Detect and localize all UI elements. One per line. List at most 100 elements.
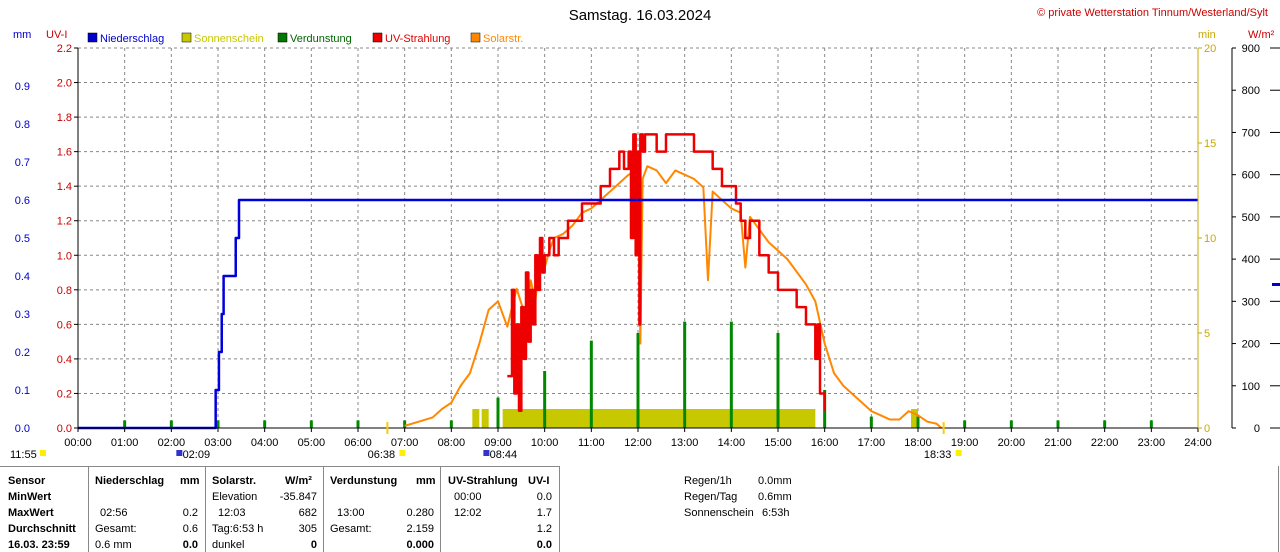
rain-current-label: 0.6 mm — [95, 539, 132, 551]
time-marker-icon — [955, 450, 962, 456]
mm-tick-label: 0.7 — [15, 157, 30, 169]
line-series — [78, 133, 1198, 430]
wm2-tick-label: 0 — [1254, 423, 1260, 435]
wm2-tick-label: 200 — [1242, 339, 1260, 351]
chart-title: Samstag. 16.03.2024 — [569, 7, 712, 24]
uvi-tick-label: 1.6 — [57, 147, 72, 159]
precipitation-line — [78, 198, 1198, 430]
solar-max-time: 12:03 — [218, 507, 246, 519]
rain-total-label: Gesamt: — [95, 523, 137, 535]
wm2-tick-label: 600 — [1242, 170, 1260, 182]
uvi-tick-label: 2.2 — [57, 43, 72, 55]
solar-current-label: dunkel — [212, 539, 245, 551]
x-tick-label: 09:00 — [484, 437, 512, 449]
x-tick-label: 24:00 — [1184, 437, 1212, 449]
sunshine-bar — [472, 409, 480, 428]
data-table: Sensor MinWert MaxWert Durchschnitt 16.0… — [0, 466, 1280, 552]
summary-label-rain-hour: Regen/1h — [684, 475, 732, 487]
time-marker-label: 08:44 — [490, 449, 518, 460]
legend: Niederschlag Sonnenschein Verdunstung UV-St… — [87, 32, 523, 45]
table-top-border — [0, 466, 560, 467]
x-tick-label: 15:00 — [764, 437, 792, 449]
rain-current-value: 0.0 — [182, 539, 198, 551]
sunshine-bar — [502, 409, 816, 428]
row-label-max: MaxWert — [8, 507, 54, 519]
time-marker-label: 11:55 — [10, 449, 37, 460]
mm-tick-label: 0.9 — [15, 81, 30, 93]
uvi-tick-label: 1.2 — [57, 216, 72, 228]
x-tick-label: 08:00 — [438, 437, 466, 449]
uv-max-value: 1.7 — [536, 507, 552, 519]
legend-swatch — [181, 32, 192, 43]
solar-max-value: 682 — [298, 507, 317, 519]
wm2-tick-label: 800 — [1242, 85, 1260, 97]
wm2-tick-label: 400 — [1242, 254, 1260, 266]
uv-min-time: 00:00 — [454, 491, 482, 503]
uvi-tick-label: 1.0 — [57, 250, 72, 262]
solar-header: Solarstr. — [212, 475, 257, 487]
min-tick-label: 20 — [1204, 43, 1216, 55]
mm-tick-label: 0.0 — [15, 423, 30, 435]
evaporation-series — [123, 321, 1153, 428]
evap-unit: mm — [416, 475, 436, 487]
row-label-current: 16.03. 23:59 — [8, 539, 70, 551]
min-tick-label: 5 — [1204, 328, 1210, 340]
uvi-tick-label: 0.0 — [57, 423, 72, 435]
unit-wm2: W/m² — [1248, 29, 1275, 41]
mm-tick-label: 0.8 — [15, 119, 30, 131]
copyright-text: © private Wetterstation Tinnum/Westerlan… — [1037, 7, 1268, 19]
uv-avg-value: 1.2 — [536, 523, 552, 535]
uvi-tick-label: 1.8 — [57, 112, 72, 124]
x-tick-label: 23:00 — [1138, 437, 1166, 449]
evap-total-value: 2.159 — [406, 523, 434, 535]
wm2-tick-label: 900 — [1242, 43, 1260, 55]
time-markers: 11:55 02:09 06:38 08:44 18:33 — [10, 422, 962, 460]
evap-max-time: 13:00 — [337, 507, 365, 519]
legend-swatch — [277, 32, 288, 43]
min-tick-label: 0 — [1204, 423, 1210, 435]
summary-label-rain-day: Regen/Tag — [684, 491, 738, 503]
evap-current-value: 0.000 — [406, 539, 434, 551]
legend-label: Niederschlag — [100, 33, 164, 45]
evap-total-label: Gesamt: — [330, 523, 372, 535]
uvi-tick-label: 0.8 — [57, 285, 72, 297]
rain-max-value: 0.2 — [182, 507, 198, 519]
uvi-tick-label: 0.6 — [57, 319, 72, 331]
time-marker-icon — [483, 450, 490, 456]
uv-current-value: 0.0 — [536, 539, 552, 551]
sunshine-series — [472, 409, 918, 428]
x-tick-label: 01:00 — [111, 437, 139, 449]
solar-day-label: Tag:6:53 h — [212, 523, 264, 535]
unit-min: min — [1198, 29, 1216, 41]
solar-current-value: 0 — [310, 539, 317, 551]
x-tick-label: 07:00 — [391, 437, 419, 449]
table-divider — [88, 466, 89, 552]
uv-radiation-line — [507, 133, 826, 412]
x-tick-label: 11:00 — [578, 437, 605, 449]
x-tick-label: 02:00 — [158, 437, 186, 449]
summary-value-rain-day: 0.6mm — [758, 491, 792, 503]
solar-radiation-line — [404, 165, 943, 429]
x-tick-label: 18:00 — [904, 437, 932, 449]
time-marker-icon — [399, 450, 406, 456]
time-marker-label: 18:33 — [924, 449, 952, 460]
rain-total-value: 0.6 — [182, 523, 198, 535]
table-divider — [1278, 466, 1279, 552]
legend-label: Sonnenschein — [194, 33, 264, 45]
legend-swatch — [470, 32, 481, 43]
mm-tick-label: 0.5 — [15, 233, 30, 245]
solar-unit: W/m² — [285, 475, 312, 487]
uv-unit: UV-I — [528, 475, 550, 487]
solar-min-value: -35.847 — [279, 491, 317, 503]
x-tick-label: 05:00 — [298, 437, 326, 449]
min-tick-label: 10 — [1204, 233, 1216, 245]
uv-min-value: 0.0 — [536, 491, 552, 503]
sunshine-bar — [481, 409, 489, 428]
legend-label: UV-Strahlung — [385, 33, 450, 45]
x-tick-label: 13:00 — [671, 437, 699, 449]
rain-max-time: 02:56 — [100, 507, 128, 519]
evap-header: Verdunstung — [330, 475, 398, 487]
time-marker-icon — [176, 450, 183, 456]
time-marker-icon — [40, 450, 46, 456]
evap-max-value: 0.280 — [406, 507, 434, 519]
